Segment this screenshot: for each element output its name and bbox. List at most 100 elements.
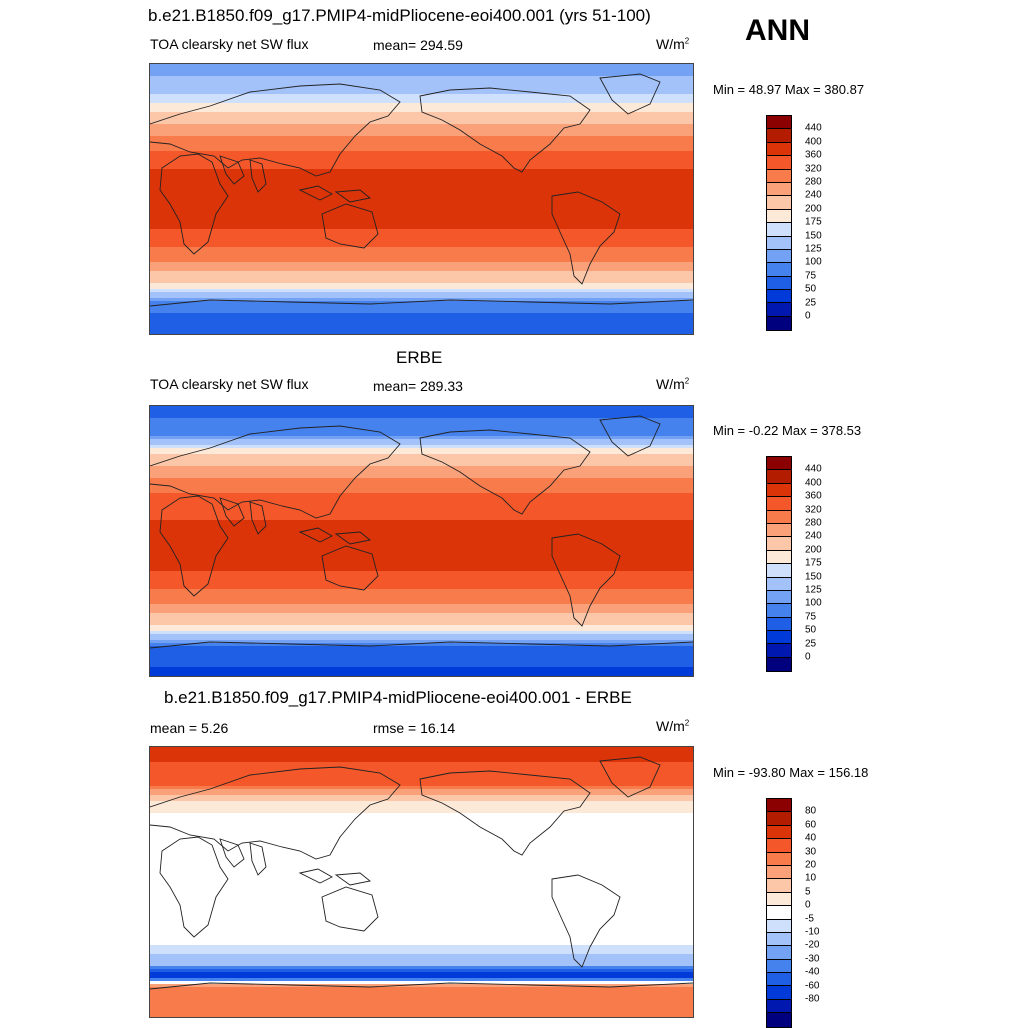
colorbar-tick-label: 0	[805, 651, 811, 663]
map-latitude-band	[150, 849, 693, 853]
colorbar-tick-label: 10	[805, 872, 817, 884]
map-latitude-band	[150, 589, 693, 593]
map-latitude-band	[150, 193, 693, 197]
map-latitude-band	[150, 658, 693, 662]
map-latitude-band	[150, 1011, 693, 1015]
coastline	[551, 533, 621, 627]
coastline	[150, 766, 401, 860]
map-latitude-band	[150, 136, 693, 140]
coastline	[599, 73, 661, 115]
colorbar-tick-label: 400	[805, 477, 822, 489]
colorbar-tick-label: 320	[805, 504, 822, 516]
colorbar-tick-label: 125	[805, 584, 822, 596]
map-latitude-band	[150, 556, 693, 560]
map-latitude-band	[150, 217, 693, 221]
map-latitude-band	[150, 265, 693, 269]
map-latitude-band	[150, 981, 693, 985]
map-latitude-band	[150, 487, 693, 491]
colorbar-tick-label: 200	[805, 544, 822, 556]
map-latitude-band	[150, 915, 693, 919]
map-latitude-band	[150, 879, 693, 883]
colorbar-swatch	[767, 116, 791, 130]
map-latitude-band	[150, 289, 693, 293]
map-latitude-band	[150, 673, 693, 676]
map-latitude-band	[150, 181, 693, 185]
map-latitude-band	[150, 121, 693, 125]
map-latitude-band	[150, 921, 693, 925]
map-latitude-band	[150, 64, 693, 68]
colorbar-tick-label: 0	[805, 310, 811, 322]
colorbar-tick-label: 75	[805, 270, 817, 282]
map-latitude-band	[150, 298, 693, 302]
map-latitude-band	[150, 939, 693, 943]
coastline	[219, 838, 267, 876]
coastline	[150, 83, 401, 177]
map-latitude-band	[150, 661, 693, 665]
colorbar-tick-label: 150	[805, 571, 822, 583]
map-latitude-band	[150, 954, 693, 958]
map-latitude-band	[150, 855, 693, 859]
map-latitude-band	[150, 885, 693, 889]
panel-3-mean: mean = 5.26	[150, 720, 229, 736]
map-latitude-band	[150, 79, 693, 83]
map-latitude-band	[150, 520, 693, 524]
map-latitude-band	[150, 457, 693, 461]
map-latitude-band	[150, 864, 693, 868]
colorbar-swatch	[767, 865, 791, 880]
coastline	[419, 770, 591, 856]
coastline	[159, 836, 229, 938]
colorbar-swatch	[767, 550, 791, 565]
map-latitude-band	[150, 930, 693, 934]
map-latitude-band	[150, 996, 693, 1000]
map-latitude-band	[150, 999, 693, 1003]
map-latitude-band	[150, 960, 693, 964]
map-latitude-band	[150, 897, 693, 901]
colorbar-swatch	[767, 892, 791, 907]
colorbar-swatch	[767, 879, 791, 893]
map-latitude-band	[150, 250, 693, 254]
colorbar-tick-label: 360	[805, 149, 822, 161]
panel-3-map	[149, 746, 694, 1018]
colorbar-swatch	[767, 142, 791, 157]
map-latitude-band	[150, 861, 693, 865]
colorbar-swatch	[767, 932, 791, 947]
map-latitude-band	[150, 553, 693, 557]
map-latitude-band	[150, 481, 693, 485]
panel-3-coastlines	[150, 756, 693, 990]
map-latitude-band	[150, 906, 693, 910]
map-latitude-band	[150, 325, 693, 329]
map-latitude-band	[150, 810, 693, 814]
map-latitude-band	[150, 993, 693, 997]
colorbar-swatch	[767, 510, 791, 524]
map-latitude-band	[150, 912, 693, 916]
coastline	[599, 756, 661, 798]
map-latitude-band	[150, 918, 693, 922]
colorbar-swatch	[767, 919, 791, 933]
map-latitude-band	[150, 945, 693, 949]
map-latitude-band	[150, 834, 693, 838]
map-latitude-band	[150, 169, 693, 173]
map-latitude-band	[150, 88, 693, 92]
map-latitude-band	[150, 229, 693, 233]
map-latitude-band	[150, 523, 693, 527]
map-latitude-band	[150, 259, 693, 263]
map-latitude-band	[150, 574, 693, 578]
panel-1-units: W/m2	[656, 36, 690, 52]
colorbar-swatch	[767, 523, 791, 538]
map-latitude-band	[150, 592, 693, 596]
coastline	[150, 425, 401, 519]
map-latitude-band	[150, 268, 693, 272]
map-latitude-band	[150, 262, 693, 266]
colorbar-tick-label: 75	[805, 611, 817, 623]
map-latitude-band	[150, 924, 693, 928]
map-latitude-band	[150, 430, 693, 434]
colorbar-swatch	[767, 223, 791, 237]
map-latitude-band	[150, 205, 693, 209]
coastline	[419, 87, 591, 173]
colorbar-swatch	[767, 852, 791, 866]
map-latitude-band	[150, 232, 693, 236]
map-latitude-band	[150, 175, 693, 179]
map-latitude-band	[150, 990, 693, 994]
map-latitude-band	[150, 208, 693, 212]
map-latitude-band	[150, 433, 693, 437]
